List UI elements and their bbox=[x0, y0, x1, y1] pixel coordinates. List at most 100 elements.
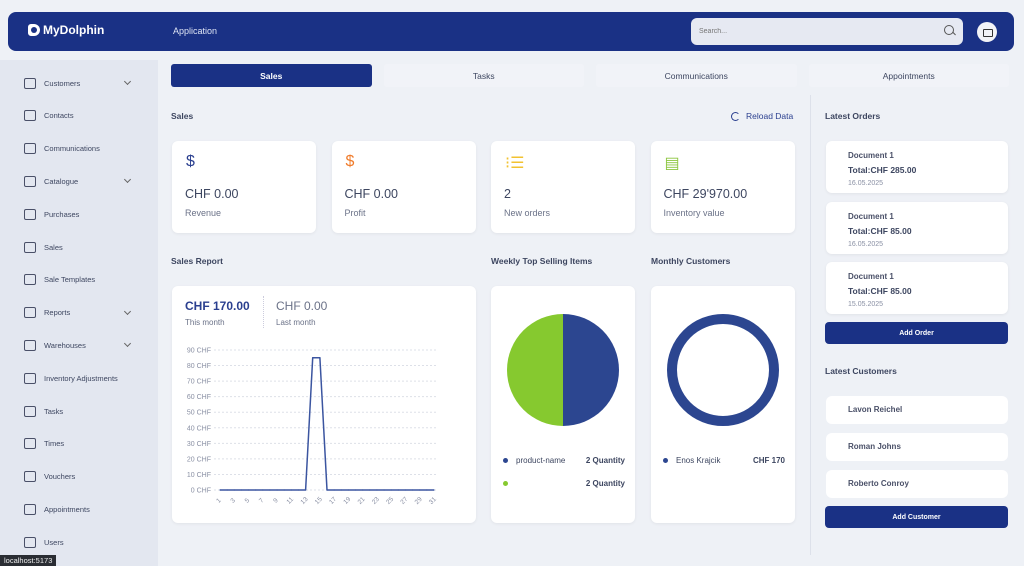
data-point bbox=[404, 489, 407, 491]
data-point bbox=[397, 489, 399, 491]
sidebar-item-tasks[interactable]: Tasks bbox=[24, 403, 136, 419]
sidebar-item-purchases[interactable]: Purchases bbox=[24, 206, 136, 222]
file-plus-icon bbox=[24, 372, 36, 384]
sidebar-item-inventory-adjustments[interactable]: Inventory Adjustments bbox=[24, 370, 136, 386]
order-date: 16.05.2025 bbox=[848, 240, 884, 248]
kpi-value: CHF 0.00 bbox=[185, 187, 239, 201]
dolphin-logo-icon bbox=[28, 24, 40, 36]
y-tick-label: 60 CHF bbox=[187, 394, 211, 401]
sidebar-item-sale-templates[interactable]: Sale Templates bbox=[24, 272, 136, 288]
legend-item: Enos Krajcik CHF 170 bbox=[663, 456, 785, 465]
legend-item: 2 Quantity bbox=[503, 479, 625, 488]
sidebar-item-communications[interactable]: Communications bbox=[24, 141, 136, 157]
customer-card[interactable]: Lavon Reichel bbox=[826, 396, 1008, 424]
checkbox-icon bbox=[24, 405, 36, 417]
data-point bbox=[362, 489, 364, 491]
top-header: MyDolphin Application bbox=[8, 12, 1014, 51]
data-point bbox=[219, 489, 221, 491]
status-bar-url: localhost:5173 bbox=[0, 555, 57, 566]
sidebar-item-label: Times bbox=[44, 439, 65, 449]
chevron-down-icon[interactable] bbox=[123, 77, 132, 86]
data-point bbox=[276, 489, 278, 491]
weekly-heading: Weekly Top Selling Items bbox=[491, 256, 593, 266]
sidebar-item-label: Contacts bbox=[44, 111, 74, 121]
x-tick-label: 31 bbox=[428, 496, 438, 506]
data-point bbox=[326, 489, 328, 491]
divider bbox=[263, 296, 264, 328]
legend-name: product-name bbox=[516, 456, 566, 465]
kpi-value: 2 bbox=[504, 187, 511, 201]
tab-sales[interactable]: Sales bbox=[171, 64, 372, 87]
x-tick-label: 29 bbox=[414, 496, 424, 506]
sidebar-item-warehouses[interactable]: Warehouses bbox=[24, 337, 136, 353]
x-tick-label: 19 bbox=[342, 496, 352, 506]
tab-tasks[interactable]: Tasks bbox=[383, 64, 584, 87]
avatar[interactable] bbox=[977, 22, 997, 42]
data-point bbox=[333, 489, 335, 491]
search-icon[interactable] bbox=[944, 25, 954, 35]
data-point bbox=[262, 489, 264, 491]
monthly-donut-chart bbox=[667, 314, 779, 426]
add-order-button[interactable]: Add Order bbox=[825, 322, 1008, 344]
pie-slice-product-name[interactable] bbox=[563, 314, 619, 426]
sidebar-item-vouchers[interactable]: Vouchers bbox=[24, 469, 136, 485]
sidebar-item-contacts[interactable]: Contacts bbox=[24, 108, 136, 124]
sidebar-item-label: Sales bbox=[44, 242, 63, 252]
x-tick-label: 27 bbox=[399, 496, 409, 506]
data-point bbox=[297, 489, 300, 491]
last-month-value: CHF 0.00 bbox=[276, 299, 328, 313]
sidebar-item-sales[interactable]: Sales bbox=[24, 239, 136, 255]
this-month-label: This month bbox=[185, 318, 225, 327]
data-point bbox=[354, 489, 357, 491]
x-tick-label: 15 bbox=[314, 496, 324, 506]
chevron-down-icon[interactable] bbox=[123, 307, 132, 315]
y-tick-label: 0 CHF bbox=[191, 488, 211, 495]
sidebar-item-reports[interactable]: Reports bbox=[24, 305, 136, 321]
sales-report-heading: Sales Report bbox=[171, 256, 223, 266]
order-card[interactable]: Document 1 Total:CHF 85.00 16.05.2025 bbox=[826, 201, 1008, 254]
dollar-icon: $ bbox=[186, 153, 195, 170]
chevron-down-icon[interactable] bbox=[123, 176, 132, 184]
gift-icon bbox=[24, 471, 36, 483]
reload-data-button[interactable]: Reload Data bbox=[731, 111, 793, 121]
order-total: Total:CHF 85.00 bbox=[848, 225, 912, 236]
data-point bbox=[312, 357, 314, 359]
sidebar-item-label: Catalogue bbox=[44, 176, 79, 186]
legend-qty: 2 Quantity bbox=[585, 479, 625, 488]
sidebar-item-catalogue[interactable]: Catalogue bbox=[24, 173, 136, 189]
chevron-down-icon[interactable] bbox=[123, 340, 132, 348]
order-card[interactable]: Document 1 Total:CHF 85.00 15.05.2025 bbox=[826, 262, 1008, 314]
sidebar-item-times[interactable]: Times bbox=[24, 436, 136, 452]
x-tick-label: 9 bbox=[272, 497, 280, 505]
brand-logo[interactable]: MyDolphin bbox=[28, 23, 104, 37]
add-customer-button[interactable]: Add Customer bbox=[825, 506, 1008, 528]
x-tick-label: 13 bbox=[300, 496, 310, 506]
customer-card[interactable]: Roberto Conroy bbox=[826, 470, 1008, 498]
tab-appointments[interactable]: Appointments bbox=[808, 64, 1009, 87]
monthly-card: Enos Krajcik CHF 170 bbox=[651, 286, 795, 523]
data-point bbox=[390, 489, 392, 491]
tab-bar: Sales Tasks Communications Appointments bbox=[171, 64, 1009, 87]
sidebar-item-customers[interactable]: Customers bbox=[24, 75, 136, 91]
sidebar-item-users[interactable]: Users bbox=[24, 534, 136, 550]
legend-dot bbox=[663, 458, 668, 463]
sidebar-item-appointments[interactable]: Appointments bbox=[24, 501, 136, 517]
monthly-heading: Monthly Customers bbox=[651, 256, 731, 266]
order-card[interactable]: Document 1 Total:CHF 285.00 16.05.2025 bbox=[826, 141, 1008, 193]
reload-label: Reload Data bbox=[746, 111, 794, 121]
order-total: Total:CHF 285.00 bbox=[848, 165, 917, 175]
x-tick-label: 3 bbox=[229, 497, 237, 505]
customer-card[interactable]: Roman Johns bbox=[826, 433, 1008, 461]
donut-segment-enos-krajcik[interactable] bbox=[667, 314, 779, 426]
pie-slice-unnamed[interactable] bbox=[507, 314, 563, 426]
kpi-label: Revenue bbox=[185, 208, 222, 218]
kpi-label: New orders bbox=[504, 208, 551, 218]
tab-communications[interactable]: Communications bbox=[596, 64, 797, 87]
y-tick-label: 80 CHF bbox=[187, 363, 211, 370]
this-month-value: CHF 170.00 bbox=[185, 299, 250, 313]
search-input[interactable] bbox=[691, 18, 963, 45]
sidebar-item-label: Purchases bbox=[44, 209, 80, 219]
data-point bbox=[412, 489, 414, 491]
data-point bbox=[247, 489, 250, 491]
data-point bbox=[226, 489, 228, 491]
